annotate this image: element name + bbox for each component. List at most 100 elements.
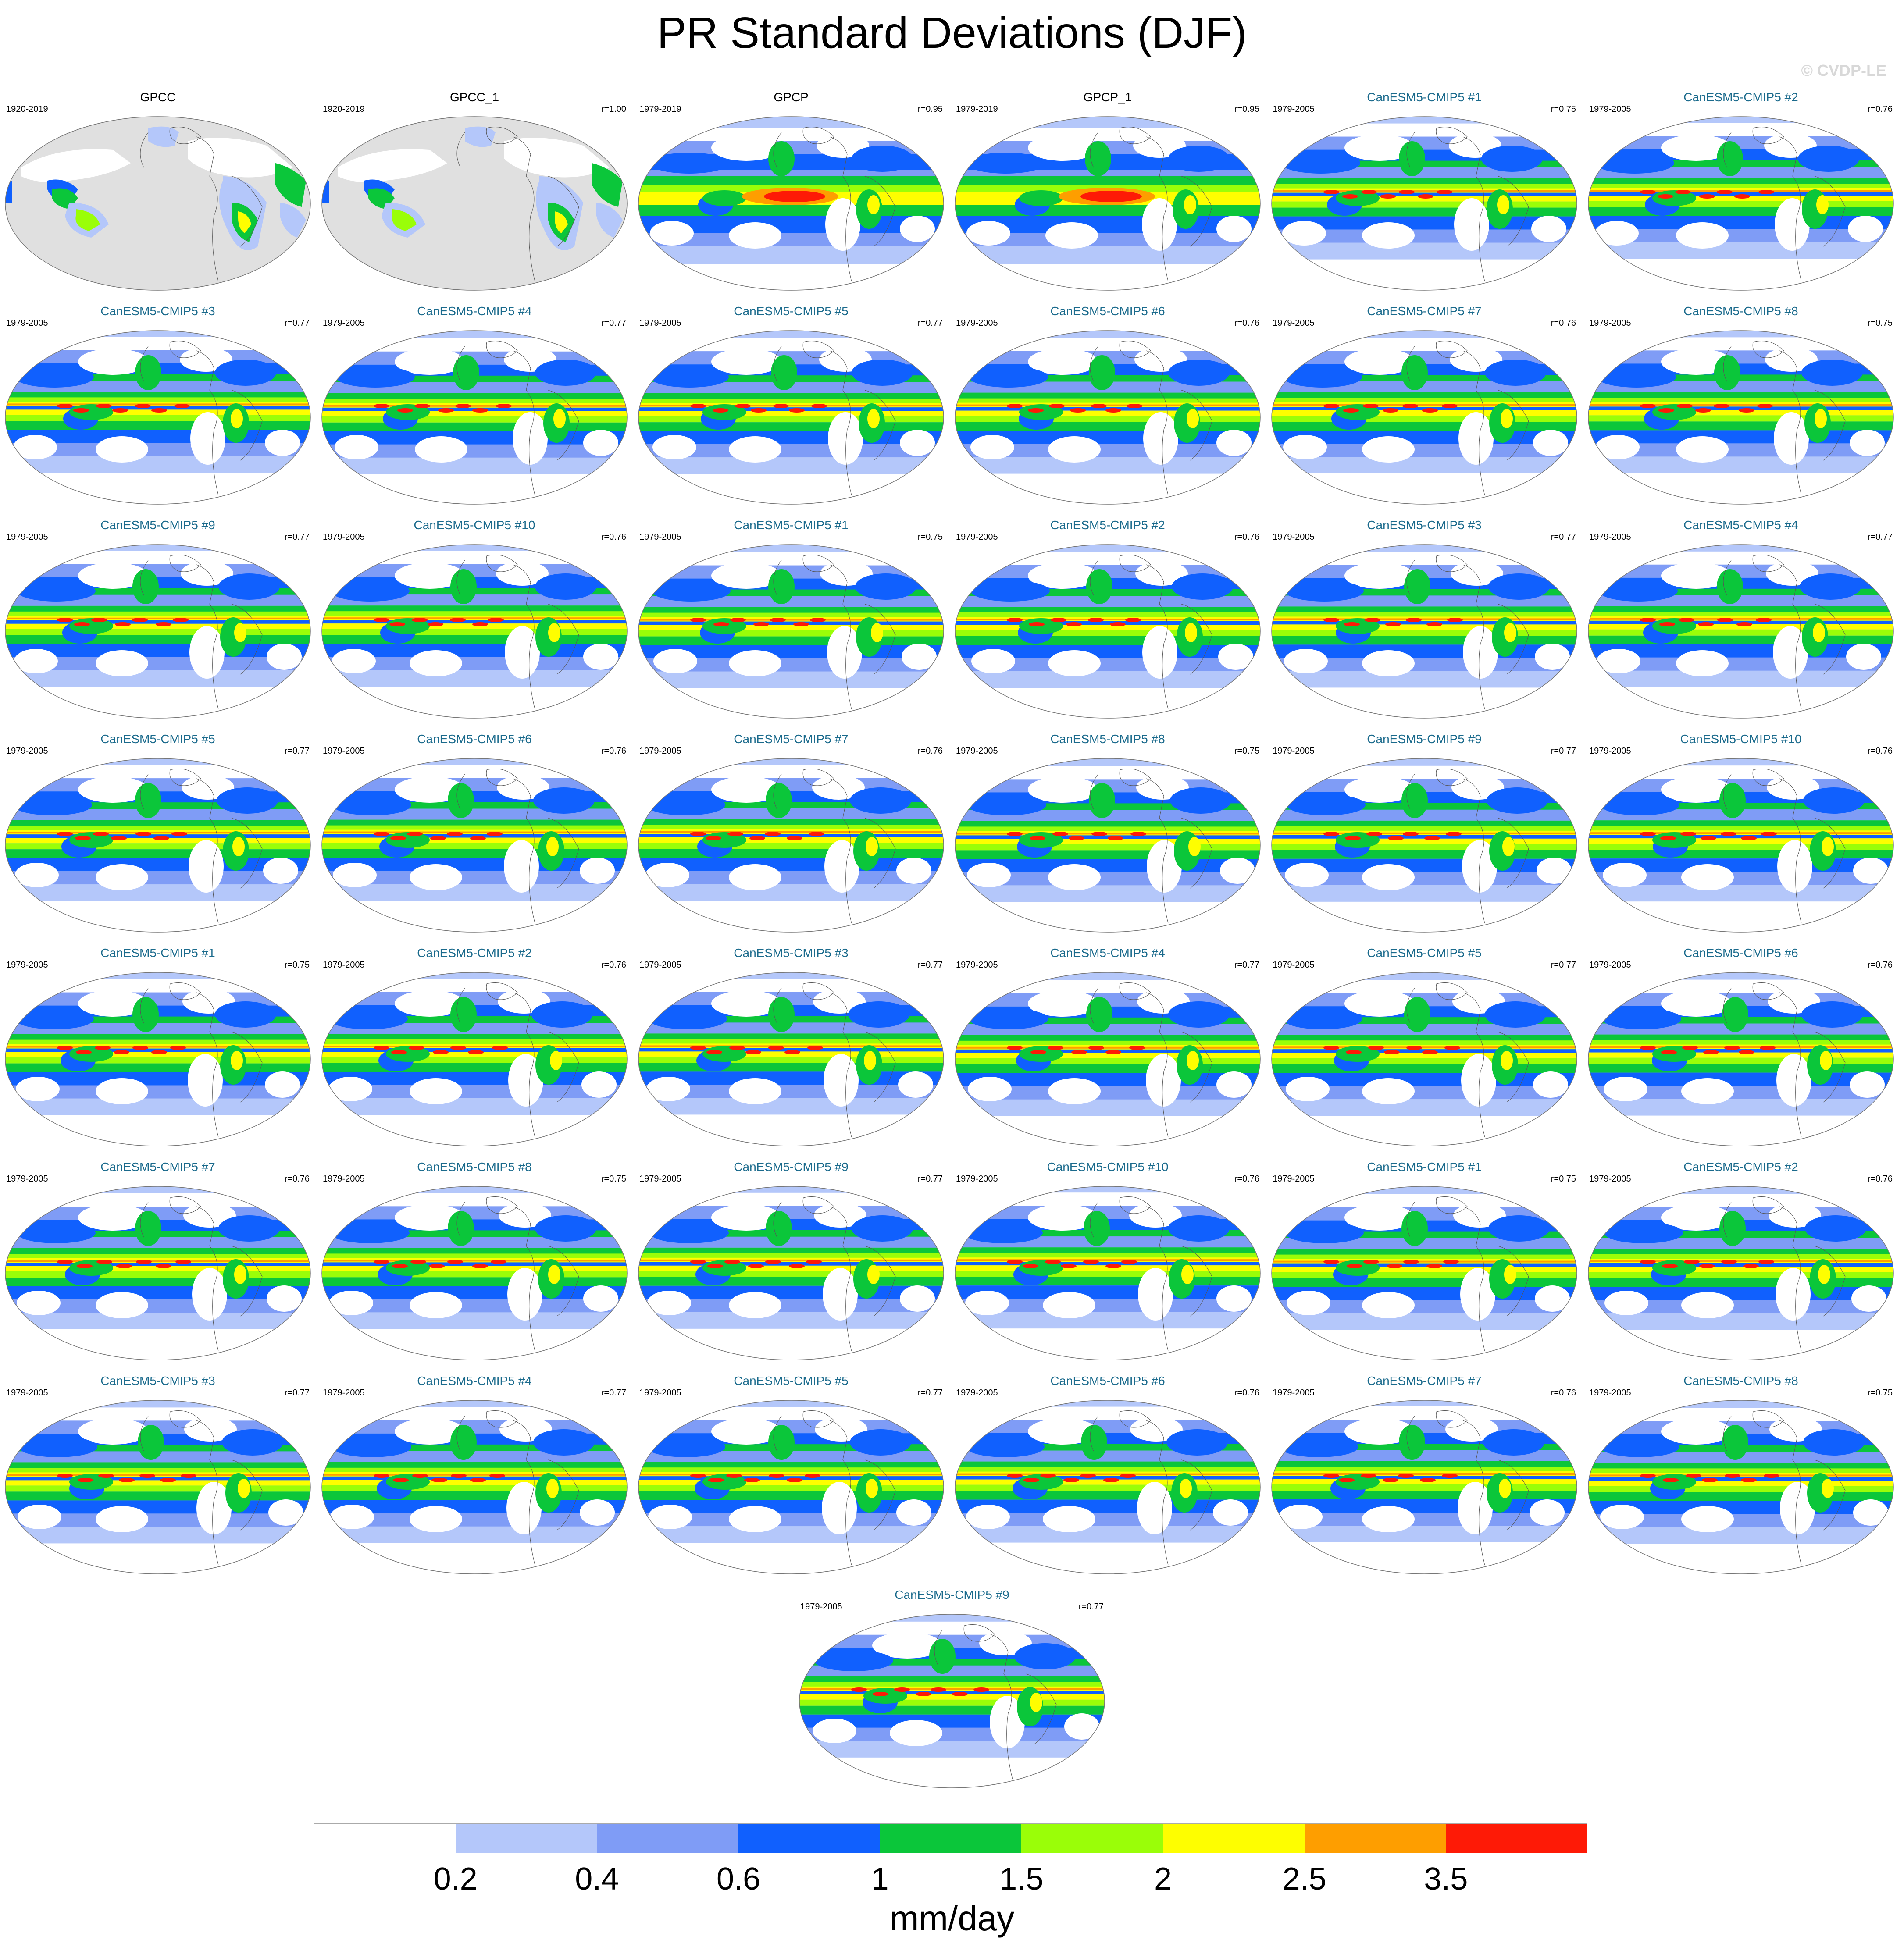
- panel-years: 1979-2005: [1589, 104, 1631, 114]
- panel-title: CanESM5-CMIP5 #3: [100, 1374, 215, 1388]
- panel-title: CanESM5-CMIP5 #5: [734, 1374, 849, 1388]
- panel-title: CanESM5-CMIP5 #6: [1683, 946, 1798, 960]
- robinson-map: [1271, 758, 1577, 933]
- robinson-map: [638, 330, 944, 505]
- robinson-map: [5, 1400, 311, 1574]
- map-panel: CanESM5-CMIP5 #4 1979-2005 r=0.77: [317, 1371, 632, 1577]
- panel-years: 1979-2005: [1273, 318, 1315, 328]
- panel-correlation: r=0.77: [917, 1174, 943, 1184]
- robinson-map: [321, 758, 628, 933]
- colorbar-tick-label: 1: [871, 1862, 889, 1897]
- panel-years: 1979-2005: [323, 746, 365, 756]
- panel-years: 1979-2005: [6, 1174, 48, 1184]
- robinson-map: [5, 330, 311, 505]
- map-panel: CanESM5-CMIP5 #9 1979-2005 r=0.77: [1266, 730, 1582, 936]
- panel-correlation: r=0.77: [284, 532, 310, 542]
- panel-title: CanESM5-CMIP5 #1: [734, 518, 849, 532]
- panel-years: 1979-2005: [1589, 532, 1631, 542]
- panel-title: CanESM5-CMIP5 #4: [417, 1374, 532, 1388]
- panel-title: CanESM5-CMIP5 #3: [100, 304, 215, 318]
- panel-title: CanESM5-CMIP5 #2: [417, 946, 532, 960]
- credit-watermark: © CVDP-LE: [1801, 61, 1886, 79]
- panel-years: 1979-2005: [6, 318, 48, 328]
- colorbar-tick-label: 2.5: [1282, 1862, 1326, 1897]
- panel-years: 1979-2005: [1273, 1174, 1315, 1184]
- map-panel: CanESM5-CMIP5 #7 1979-2005 r=0.76: [1266, 1371, 1582, 1577]
- panel-years: 1979-2005: [323, 960, 365, 970]
- panel-title: CanESM5-CMIP5 #9: [895, 1588, 1009, 1602]
- panel-years: 1979-2005: [323, 532, 365, 542]
- robinson-map: [955, 330, 1261, 505]
- panel-title: CanESM5-CMIP5 #8: [1683, 1374, 1798, 1388]
- robinson-map: [955, 972, 1261, 1146]
- robinson-map: [1588, 972, 1894, 1146]
- robinson-map: [5, 1186, 311, 1360]
- panel-correlation: r=0.77: [1551, 746, 1576, 756]
- panel-correlation: r=0.77: [1867, 532, 1893, 542]
- colorbar-segment: [1163, 1823, 1305, 1853]
- panel-correlation: r=0.95: [1234, 104, 1259, 114]
- colorbar-tick-label: 2: [1154, 1862, 1172, 1897]
- colorbar-tick-label: 0.6: [716, 1862, 761, 1897]
- robinson-map: [5, 972, 311, 1146]
- panel-title: CanESM5-CMIP5 #7: [1367, 1374, 1482, 1388]
- panel-title: CanESM5-CMIP5 #2: [1050, 518, 1165, 532]
- panel-correlation: r=0.76: [1234, 1174, 1259, 1184]
- panel-correlation: r=0.75: [1867, 318, 1893, 328]
- map-panel: CanESM5-CMIP5 #1 1979-2005 r=0.75: [1266, 88, 1582, 294]
- colorbar-segment: [1304, 1823, 1446, 1853]
- panel-correlation: r=0.75: [601, 1174, 626, 1184]
- panel-years: 1979-2005: [1589, 1174, 1631, 1184]
- panel-correlation: r=1.00: [601, 104, 626, 114]
- robinson-map: [1588, 1186, 1894, 1360]
- panel-correlation: r=0.75: [284, 960, 310, 970]
- robinson-map: [321, 1186, 628, 1360]
- colorbar: [314, 1823, 1588, 1853]
- panel-correlation: r=0.76: [1234, 1388, 1259, 1398]
- robinson-map: [799, 1614, 1105, 1788]
- map-panel: CanESM5-CMIP5 #8 1979-2005 r=0.75: [1583, 302, 1899, 508]
- panel-correlation: r=0.76: [1867, 960, 1893, 970]
- panel-title: CanESM5-CMIP5 #8: [417, 1160, 532, 1174]
- robinson-map: [638, 116, 944, 291]
- panel-correlation: r=0.76: [1867, 1174, 1893, 1184]
- colorbar-units: mm/day: [889, 1899, 1015, 1938]
- panel-years: 1979-2005: [1273, 104, 1315, 114]
- panel-title: CanESM5-CMIP5 #5: [100, 732, 215, 746]
- panel-title: GPCC: [140, 90, 176, 104]
- panel-correlation: r=0.75: [1551, 104, 1576, 114]
- panel-years: 1979-2005: [323, 1174, 365, 1184]
- colorbar-tick-label: 3.5: [1424, 1862, 1468, 1897]
- panel-correlation: r=0.75: [1551, 1174, 1576, 1184]
- panel-correlation: r=0.76: [1551, 1388, 1576, 1398]
- colorbar-tick-label: 0.2: [433, 1862, 478, 1897]
- panel-correlation: r=0.75: [1234, 746, 1259, 756]
- panel-correlation: r=0.76: [601, 960, 626, 970]
- map-panel: CanESM5-CMIP5 #3 1979-2005 r=0.77: [633, 943, 949, 1150]
- map-panel: CanESM5-CMIP5 #8 1979-2005 r=0.75: [950, 730, 1266, 936]
- panel-correlation: r=0.75: [917, 532, 943, 542]
- robinson-map: [1588, 544, 1894, 719]
- panel-title: CanESM5-CMIP5 #2: [1683, 90, 1798, 104]
- panel-title: CanESM5-CMIP5 #10: [414, 518, 535, 532]
- robinson-map: [1271, 1400, 1577, 1574]
- panel-correlation: r=0.77: [1551, 532, 1576, 542]
- map-panel: CanESM5-CMIP5 #10 1979-2005 r=0.76: [950, 1157, 1266, 1363]
- panel-title: CanESM5-CMIP5 #8: [1683, 304, 1798, 318]
- panel-years: 1979-2019: [639, 104, 681, 114]
- map-panel: GPCP 1979-2019 r=0.95: [633, 88, 949, 294]
- panel-correlation: r=0.76: [1867, 746, 1893, 756]
- robinson-map: [1271, 972, 1577, 1146]
- map-panel: CanESM5-CMIP5 #3 1979-2005 r=0.77: [0, 302, 316, 508]
- map-panel: CanESM5-CMIP5 #5 1979-2005 r=0.77: [0, 730, 316, 936]
- panel-years: 1979-2005: [639, 318, 681, 328]
- colorbar-segment: [738, 1823, 881, 1853]
- panel-years: 1979-2005: [800, 1602, 842, 1612]
- panel-years: 1979-2005: [6, 532, 48, 542]
- map-panel: CanESM5-CMIP5 #2 1979-2005 r=0.76: [1583, 1157, 1899, 1363]
- panel-correlation: r=0.77: [601, 1388, 626, 1398]
- panel-correlation: r=0.76: [284, 1174, 310, 1184]
- panel-correlation: r=0.76: [1551, 318, 1576, 328]
- panel-correlation: r=0.77: [1551, 960, 1576, 970]
- panel-years: 1979-2005: [1589, 960, 1631, 970]
